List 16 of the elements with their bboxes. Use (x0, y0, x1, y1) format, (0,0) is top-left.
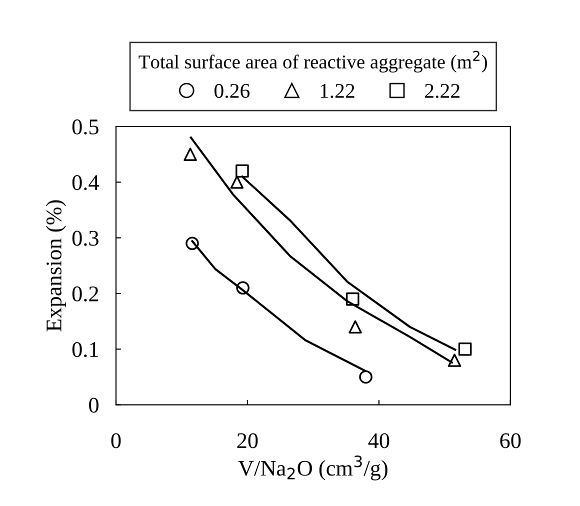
x-tick-label: 40 (368, 433, 390, 448)
x-axis-title: V/Na$_{2}$O (cm$^{3}$/g) (238, 456, 388, 480)
legend-label: 1.22 (320, 84, 354, 98)
y-tick-label: 0.5 (72, 119, 98, 135)
y-tick-label: 0.4 (72, 175, 99, 190)
legend-label: 0.26 (214, 84, 250, 98)
legend-title: Total surface area of reactive aggregate (m$^{2}$) (138, 50, 487, 73)
y-tick-label: 0.3 (72, 230, 98, 246)
legend-label: 2.22 (425, 84, 460, 98)
y-tick-label: 0 (89, 398, 98, 413)
x-tick-label: 20 (237, 433, 258, 448)
y-tick-label: 0.2 (72, 286, 98, 302)
x-tick-label: 60 (500, 433, 521, 448)
x-tick-label: 0 (111, 433, 121, 448)
y-tick-label: 0.1 (72, 342, 98, 358)
y-axis-title: Expansion (%) (46, 200, 66, 332)
